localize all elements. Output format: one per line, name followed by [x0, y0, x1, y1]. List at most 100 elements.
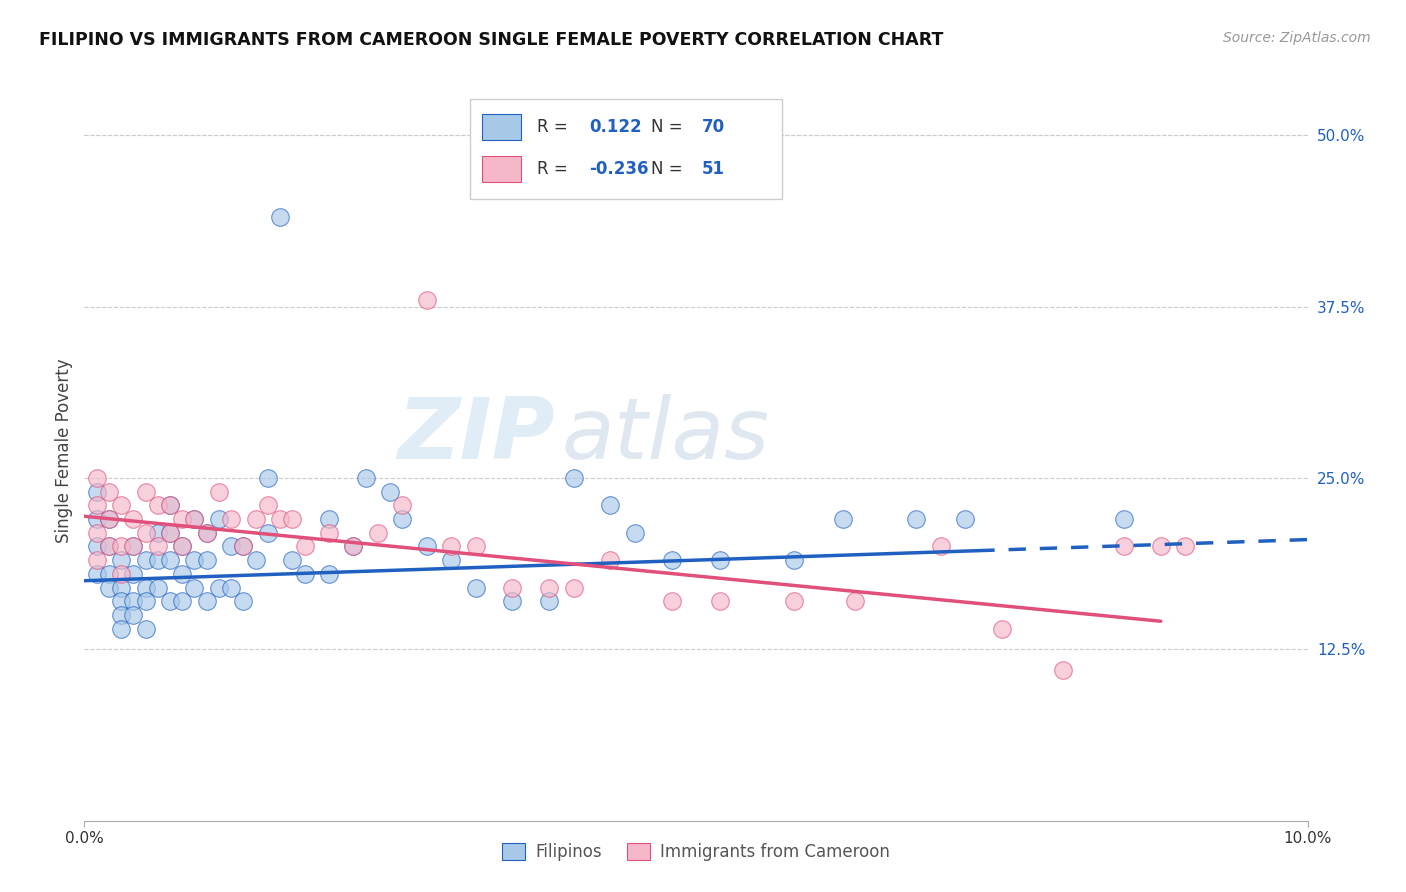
Point [599, 498, 621, 512]
Point [831, 512, 853, 526]
Point [86, 471, 108, 485]
Point [110, 540, 132, 554]
Point [929, 540, 952, 554]
Point [97, 484, 120, 499]
Point [219, 581, 242, 595]
Point [135, 594, 157, 608]
FancyBboxPatch shape [482, 156, 522, 183]
Point [661, 553, 683, 567]
Point [135, 581, 157, 595]
Point [86, 566, 108, 581]
Point [86, 484, 108, 499]
Point [86, 525, 108, 540]
Point [183, 581, 205, 595]
Point [538, 594, 561, 608]
Point [183, 512, 205, 526]
Point [562, 471, 585, 485]
Point [354, 471, 377, 485]
Point [367, 525, 389, 540]
Point [110, 553, 132, 567]
Text: atlas: atlas [561, 394, 769, 477]
Point [159, 498, 181, 512]
Point [232, 594, 254, 608]
Point [783, 553, 806, 567]
Point [122, 540, 145, 554]
Point [269, 211, 291, 225]
Point [953, 512, 976, 526]
Point [172, 540, 194, 554]
Point [219, 512, 242, 526]
Point [110, 498, 132, 512]
Point [172, 566, 194, 581]
Point [342, 540, 364, 554]
Point [122, 607, 145, 622]
Point [97, 566, 120, 581]
Point [97, 540, 120, 554]
Point [257, 471, 280, 485]
Point [624, 525, 647, 540]
Point [464, 540, 486, 554]
Point [416, 293, 439, 307]
Point [232, 540, 254, 554]
Point [257, 525, 280, 540]
Point [146, 553, 169, 567]
Point [905, 512, 928, 526]
Point [195, 553, 218, 567]
Point [440, 540, 463, 554]
Point [257, 498, 280, 512]
Text: -0.236: -0.236 [589, 161, 650, 178]
Point [159, 553, 181, 567]
Point [86, 498, 108, 512]
Point [110, 607, 132, 622]
Point [1114, 512, 1136, 526]
Point [110, 581, 132, 595]
Point [281, 512, 304, 526]
Point [86, 553, 108, 567]
Point [146, 498, 169, 512]
Point [318, 566, 340, 581]
Text: 51: 51 [702, 161, 725, 178]
Text: R =: R = [537, 118, 568, 136]
Point [135, 484, 157, 499]
Point [245, 512, 267, 526]
FancyBboxPatch shape [470, 99, 782, 199]
Point [991, 622, 1014, 636]
Point [269, 512, 291, 526]
Point [122, 566, 145, 581]
Text: 70: 70 [702, 118, 725, 136]
Point [416, 540, 439, 554]
Point [783, 594, 806, 608]
Point [146, 540, 169, 554]
Point [1150, 540, 1173, 554]
Point [146, 525, 169, 540]
Point [502, 581, 524, 595]
Point [195, 525, 218, 540]
Point [135, 553, 157, 567]
Point [709, 553, 731, 567]
Point [159, 498, 181, 512]
Text: 0.122: 0.122 [589, 118, 643, 136]
Point [318, 525, 340, 540]
Point [599, 553, 621, 567]
Text: R =: R = [537, 161, 568, 178]
Point [122, 594, 145, 608]
Point [172, 512, 194, 526]
Point [195, 525, 218, 540]
Point [232, 540, 254, 554]
Text: N =: N = [651, 161, 682, 178]
Point [110, 566, 132, 581]
Point [159, 525, 181, 540]
Point [294, 566, 316, 581]
Point [1114, 540, 1136, 554]
Point [172, 540, 194, 554]
Point [391, 512, 413, 526]
Point [146, 581, 169, 595]
Point [709, 594, 731, 608]
Point [318, 512, 340, 526]
Point [391, 498, 413, 512]
Legend: Filipinos, Immigrants from Cameroon: Filipinos, Immigrants from Cameroon [495, 837, 897, 868]
Point [342, 540, 364, 554]
Point [86, 512, 108, 526]
Point [208, 512, 231, 526]
Point [502, 594, 524, 608]
